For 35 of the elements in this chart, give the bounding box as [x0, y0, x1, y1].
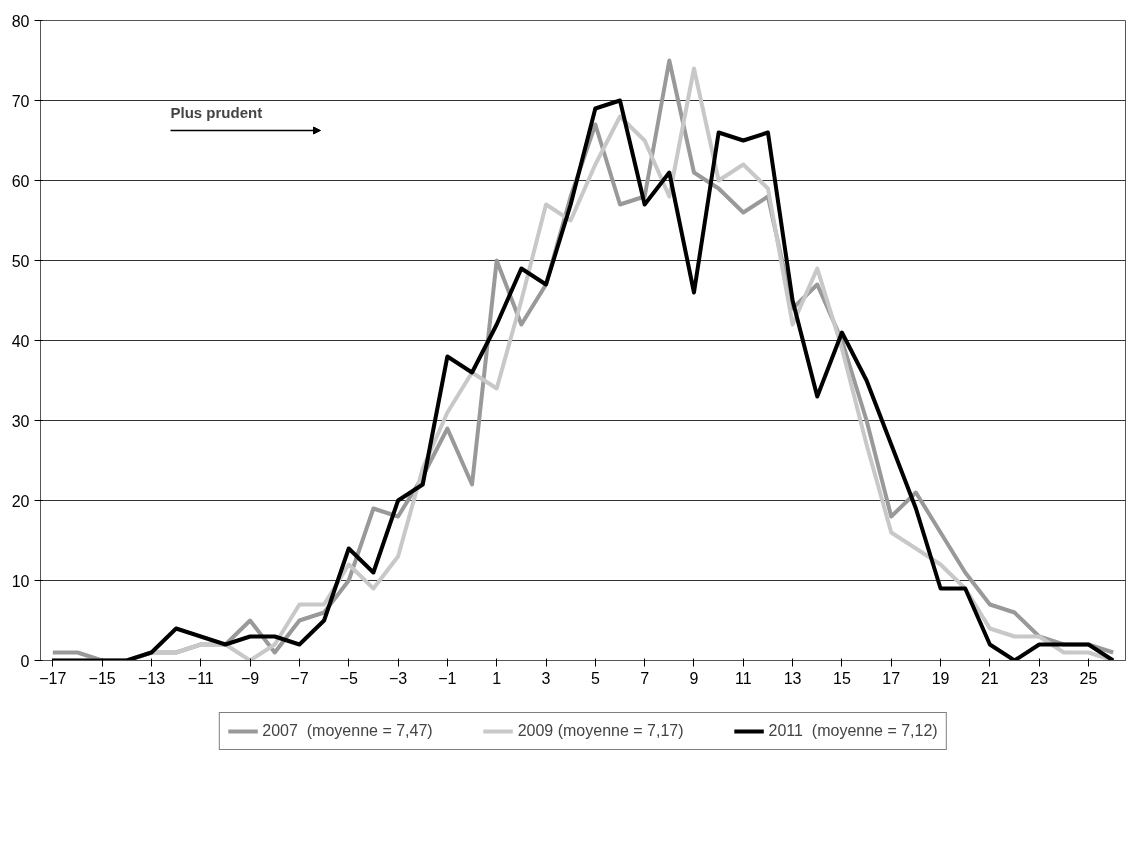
- x-tick-label: 21: [980, 669, 999, 687]
- y-tick-label: 70: [11, 92, 30, 110]
- annotation: Plus prudent: [170, 103, 263, 121]
- legend-label: 2009 (moyenne = 7,17): [517, 722, 684, 740]
- x-tick-label: −17: [39, 669, 67, 687]
- x-tick-label: −13: [137, 669, 166, 687]
- x-tick-label: 23: [1030, 669, 1049, 687]
- x-tick-label: 17: [882, 669, 901, 687]
- x-tick-label: 3: [541, 669, 551, 687]
- x-tick-label: 9: [689, 669, 699, 687]
- x-tick-label: 7: [640, 669, 650, 687]
- x-tick-label: −5: [339, 669, 358, 687]
- y-tick-label: 10: [11, 572, 30, 590]
- legend-label: 2007 (moyenne = 7,47): [262, 722, 433, 740]
- x-tick-label: 1: [492, 669, 502, 687]
- x-tick-label: −15: [88, 669, 116, 687]
- x-tick-label: 25: [1079, 669, 1098, 687]
- x-tick-label: 13: [783, 669, 802, 687]
- x-tick-label: 5: [590, 669, 600, 687]
- x-tick-label: −1: [438, 669, 457, 687]
- x-tick-label: −11: [187, 669, 214, 687]
- y-tick-label: 60: [11, 172, 30, 190]
- x-tick-label: −7: [290, 669, 309, 687]
- y-tick-label: 30: [11, 412, 30, 430]
- y-tick-label: 50: [11, 252, 30, 270]
- x-tick-label: 19: [931, 669, 950, 687]
- x-tick-label: 11: [734, 669, 752, 687]
- legend-label: 2011 (moyenne = 7,12): [768, 722, 938, 740]
- y-tick-label: 80: [11, 12, 30, 30]
- x-tick-label: 15: [833, 669, 851, 687]
- x-tick-label: −3: [388, 669, 408, 687]
- y-tick-label: 40: [11, 332, 30, 350]
- x-tick-label: −9: [240, 669, 260, 687]
- y-tick-label: 20: [11, 492, 30, 510]
- y-tick-label: 0: [20, 652, 30, 670]
